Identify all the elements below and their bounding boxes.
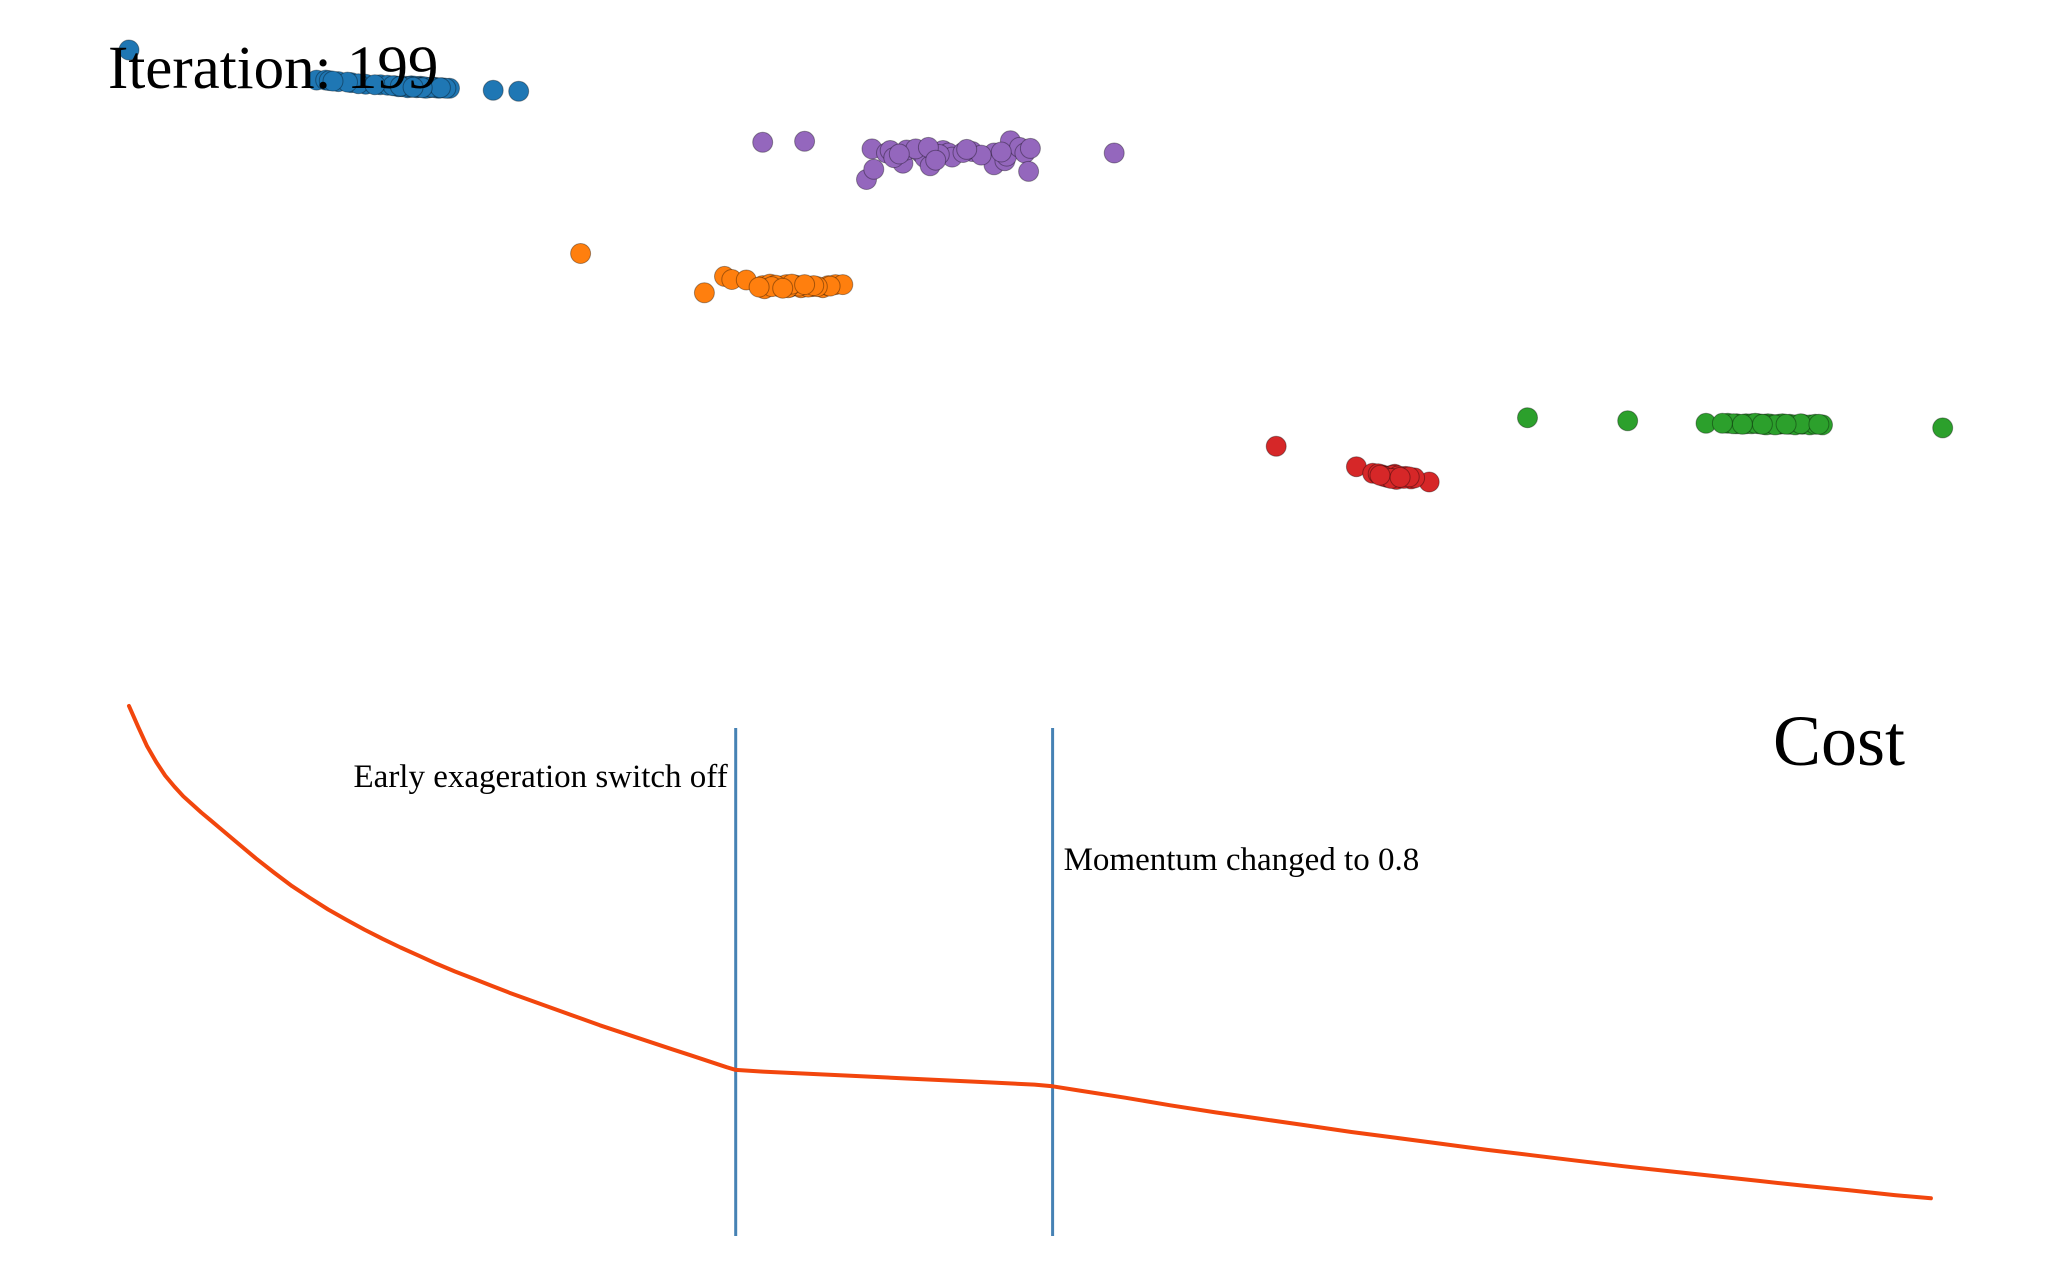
cost-line <box>127 704 1933 1201</box>
scatter-point-blue-32 <box>364 74 386 96</box>
scatter-point-purple-34 <box>925 149 947 171</box>
scatter-point-orange-0 <box>570 243 592 264</box>
scatter-points <box>118 39 1954 493</box>
scatter-point-blue-0 <box>118 39 140 61</box>
scatter-point-green-15 <box>1932 417 1954 439</box>
scatter-point-purple-31 <box>990 141 1012 163</box>
scatter-point-purple-35 <box>956 138 978 160</box>
scatter-point-green-21 <box>1731 413 1753 435</box>
annotation-label-1: Momentum changed to 0.8 <box>1064 842 1420 878</box>
scatter-point-green-1 <box>1617 410 1639 432</box>
iteration-label: Iteration: 199 <box>108 35 438 102</box>
scatter-point-green-29 <box>1775 413 1797 435</box>
scatter-point-green-28 <box>1751 413 1773 435</box>
scatter-point-orange-1 <box>693 282 715 304</box>
scatter-point-blue-34 <box>322 70 344 92</box>
scatter-point-purple-21 <box>1018 160 1040 182</box>
scatter-point-red-20 <box>1369 464 1391 486</box>
scatter-point-blue-43 <box>482 79 504 101</box>
scatter-point-purple-0 <box>752 131 774 153</box>
scatter-point-orange-32 <box>794 274 816 296</box>
scatter-point-purple-22 <box>1019 137 1041 159</box>
scatter-point-blue-44 <box>508 80 530 102</box>
cost-title: Cost <box>1773 701 1905 781</box>
scatter-point-green-26 <box>1711 412 1733 434</box>
scatter-point-red-21 <box>1389 466 1411 488</box>
scatter-point-red-0 <box>1265 435 1287 457</box>
scatter-point-orange-29 <box>748 276 770 298</box>
scatter-chart: Iteration: 199 <box>108 35 1954 493</box>
scatter-point-purple-1 <box>794 130 816 152</box>
scatter-point-green-0 <box>1517 407 1538 429</box>
scatter-point-purple-25 <box>1103 142 1125 164</box>
scatter-point-blue-42 <box>402 76 424 98</box>
scatter-point-purple-24 <box>863 158 885 180</box>
scatter-point-green-25 <box>1808 413 1830 435</box>
cost-chart: Early exageration switch off Momentum cha… <box>127 701 1933 1236</box>
scatter-point-orange-31 <box>772 277 794 299</box>
annotation-label-0: Early exageration switch off <box>354 759 728 795</box>
cost-annotations: Early exageration switch off Momentum cha… <box>354 728 1420 1236</box>
scatter-point-purple-33 <box>888 143 910 165</box>
